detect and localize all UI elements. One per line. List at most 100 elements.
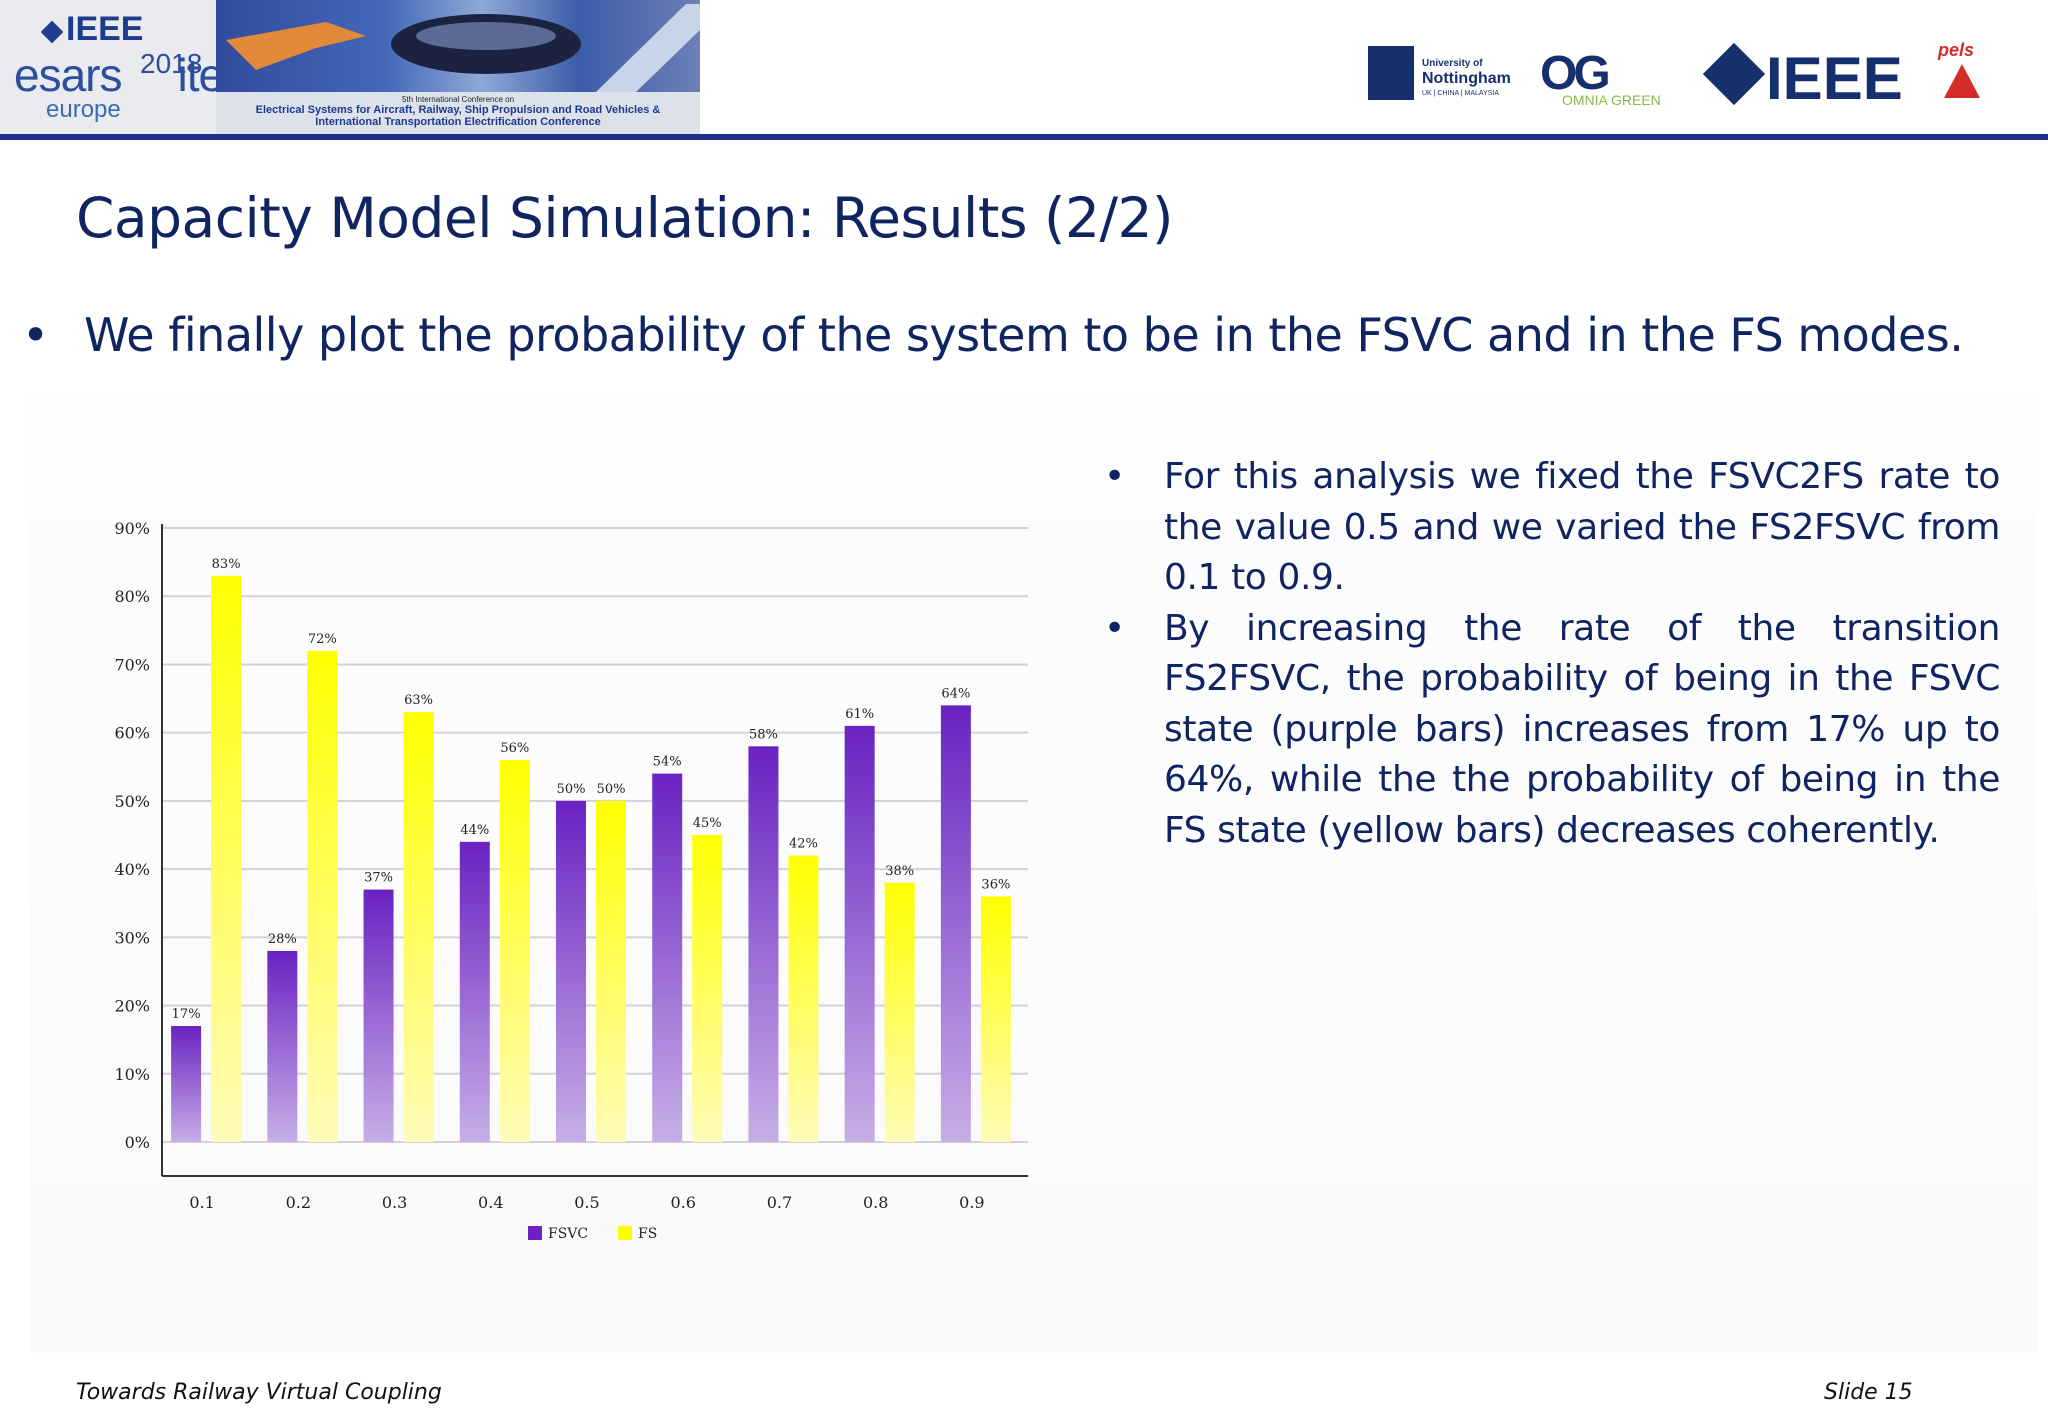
ieee-logo: IEEE	[1702, 40, 1903, 112]
y-tick-label: 20%	[114, 997, 150, 1016]
bullet-glyph: •	[1104, 607, 1125, 649]
vehicles-illustration	[226, 4, 700, 92]
fs-value-label: 45%	[693, 816, 722, 831]
x-tick-label: 0.8	[863, 1193, 888, 1212]
legend-swatch	[528, 1226, 542, 1240]
y-tick-label: 10%	[114, 1065, 150, 1084]
fsvc-value-label: 50%	[557, 782, 586, 797]
pels-logo: pels	[1928, 40, 1996, 110]
fsvc-value-label: 58%	[749, 727, 778, 742]
slide-title: Capacity Model Simulation: Results (2/2)	[76, 186, 1173, 250]
fsvc-value-label: 44%	[460, 823, 489, 838]
y-tick-label: 30%	[114, 928, 150, 947]
fsvc-value-label: 64%	[941, 686, 970, 701]
footer-presentation-title: Towards Railway Virtual Coupling	[76, 1380, 442, 1405]
chart-data-labels: 17% 83% 28% 72% 37% 63% 44% 56% 50% 50% 54% 45% 58% 4…	[172, 557, 1011, 1022]
chart-legend: FSVC FS	[528, 1226, 657, 1242]
fs-bar	[980, 896, 1011, 1142]
omnia-green-logo: OG OMNIA GREEN	[1540, 47, 1661, 108]
fs-value-label: 38%	[885, 864, 914, 879]
esars-ieee-label: IEEE	[40, 10, 143, 49]
fs-value-label: 42%	[789, 836, 818, 851]
x-tick-label: 0.4	[478, 1193, 503, 1212]
fs-bar	[403, 712, 434, 1142]
main-bullet: • We finally plot the probability of the …	[22, 308, 1964, 362]
fs-value-label: 72%	[308, 632, 337, 647]
esars-itec-logo: IEEE esars itec 2018 europe	[0, 0, 246, 136]
chart-gridlines	[162, 527, 1028, 1143]
fsvc-bar	[940, 705, 971, 1142]
analysis-bullet-text: By increasing the rate of the transition…	[1164, 607, 2000, 851]
header-divider	[0, 134, 2048, 140]
aircraft-shape	[226, 22, 366, 70]
bullet-glyph: •	[1104, 456, 1125, 497]
ieee-diamond-icon	[40, 20, 64, 44]
banner-vehicle-image	[216, 0, 700, 92]
legend-swatch	[618, 1226, 632, 1240]
legend-label: FSVC	[548, 1226, 588, 1242]
esars-year: 2018	[140, 48, 203, 79]
chart-bars	[171, 575, 1011, 1142]
fs-bar	[307, 650, 338, 1142]
analysis-bullet-2: • By increasing the rate of the transiti…	[1100, 604, 2000, 857]
x-tick-label: 0.3	[382, 1193, 407, 1212]
y-tick-label: 80%	[114, 587, 150, 606]
x-tick-label: 0.6	[670, 1193, 695, 1212]
conference-banner: IEEE esars itec 2018 europe 5th Internati…	[0, 0, 700, 136]
analysis-bullet-text: For this analysis we fixed the FSVC2FS r…	[1164, 456, 2000, 598]
fs-value-label: 36%	[981, 877, 1010, 892]
fs-bar	[788, 855, 819, 1142]
fsvc-value-label: 37%	[364, 871, 393, 886]
x-tick-label: 0.9	[959, 1193, 984, 1212]
probability-bar-chart: 0% 10% 20% 30% 40% 50% 60% 70% 80% 90% 0.1 0.2 0.3 0.…	[100, 508, 1040, 1248]
fsvc-bar	[748, 746, 779, 1142]
footer-slide-number: Slide 15	[1824, 1380, 1913, 1405]
y-tick-label: 40%	[114, 860, 150, 879]
fs-value-label: 50%	[597, 782, 626, 797]
fsvc-bar	[363, 889, 394, 1142]
pels-tower-icon	[1944, 64, 1980, 98]
bullet-glyph: •	[22, 308, 49, 362]
banner-caption: 5th International Conference on Electric…	[216, 92, 700, 136]
x-tick-label: 0.2	[286, 1193, 311, 1212]
y-tick-label: 60%	[114, 724, 150, 743]
fs-value-label: 83%	[212, 557, 241, 572]
fs-value-label: 63%	[404, 693, 433, 708]
fs-bar	[884, 882, 915, 1142]
car-window-shape	[416, 22, 556, 50]
y-tick-label: 0%	[125, 1133, 150, 1152]
ieee-diamond-icon	[1702, 42, 1766, 106]
fsvc-bar	[171, 1026, 202, 1142]
fsvc-bar	[267, 950, 298, 1142]
fsvc-value-label: 54%	[653, 755, 682, 770]
fs-bar	[211, 575, 242, 1142]
y-tick-label: 70%	[114, 655, 150, 674]
fs-bar	[596, 800, 626, 1142]
fsvc-value-label: 17%	[172, 1007, 201, 1022]
fsvc-value-label: 28%	[268, 932, 297, 947]
content-panel	[30, 395, 2038, 1353]
esars-region: europe	[46, 96, 121, 123]
fsvc-value-label: 61%	[845, 707, 874, 722]
fsvc-bar	[652, 773, 683, 1142]
x-tick-label: 0.5	[574, 1193, 599, 1212]
y-tick-label: 90%	[114, 519, 150, 538]
legend-label: FS	[638, 1226, 657, 1242]
fs-value-label: 56%	[500, 741, 529, 756]
train-shape	[596, 4, 700, 92]
analysis-bullet-list: • For this analysis we fixed the FSVC2FS…	[1100, 452, 2000, 856]
nottingham-crest-icon	[1368, 46, 1414, 100]
y-tick-label: 50%	[114, 792, 150, 811]
chart-svg: 0% 10% 20% 30% 40% 50% 60% 70% 80% 90% 0.1 0.2 0.3 0.…	[114, 519, 1028, 1242]
fsvc-bar	[459, 841, 490, 1142]
fs-bar	[692, 835, 723, 1142]
fsvc-bar	[556, 800, 586, 1142]
university-of-nottingham-logo: University of Nottingham UK | CHINA | MA…	[1368, 46, 1511, 104]
analysis-bullet-1: • For this analysis we fixed the FSVC2FS…	[1100, 452, 2000, 604]
fs-bar	[499, 759, 530, 1142]
x-tick-label: 0.1	[189, 1193, 214, 1212]
chart-axes: 0% 10% 20% 30% 40% 50% 60% 70% 80% 90% 0.1 0.2 0.3 0.…	[114, 519, 1028, 1212]
esars-brand: esars itec	[14, 49, 246, 101]
x-tick-label: 0.7	[767, 1193, 792, 1212]
fsvc-bar	[844, 725, 875, 1142]
